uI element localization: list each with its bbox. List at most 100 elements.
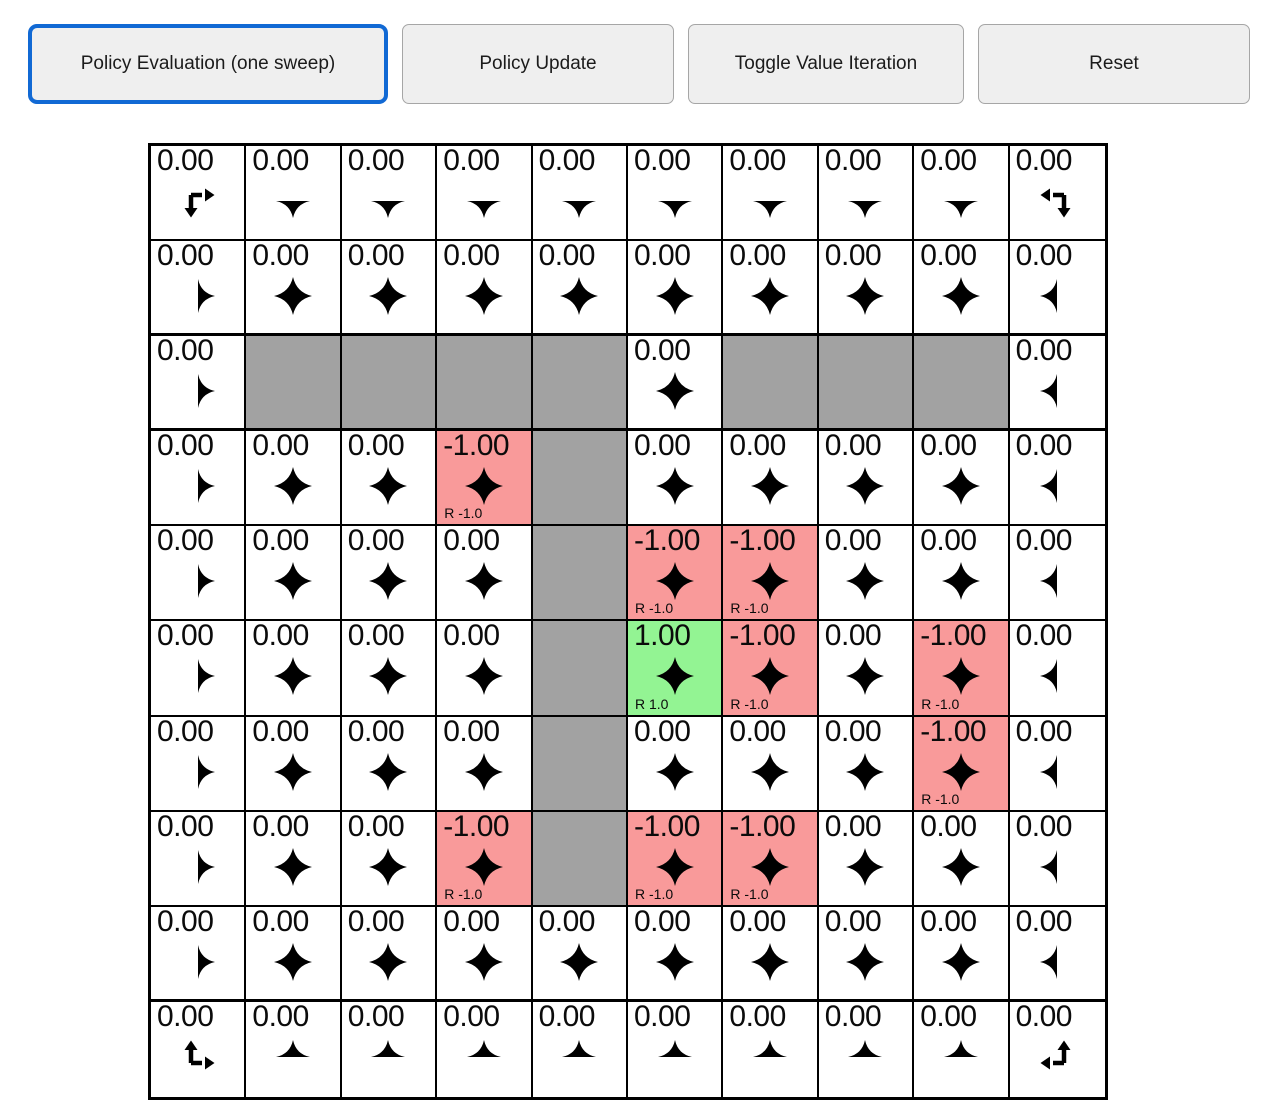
grid-cell-r7-c9[interactable]: 0.00 bbox=[1009, 811, 1105, 907]
button-policy-evaluation-one-sweep[interactable]: Policy Evaluation (one sweep) bbox=[28, 24, 388, 104]
grid-cell-r8-c5[interactable]: 0.00 bbox=[628, 906, 724, 1002]
grid-cell-r8-c3[interactable]: 0.00 bbox=[437, 906, 533, 1002]
grid-cell-r3-c1[interactable]: 0.00 bbox=[246, 431, 342, 527]
grid-cell-r2-c0[interactable]: 0.00 bbox=[151, 336, 247, 432]
grid-cell-r6-c6[interactable]: 0.00 bbox=[723, 716, 819, 812]
grid-cell-r5-c0[interactable]: 0.00 bbox=[151, 621, 247, 717]
grid-cell-r0-c1[interactable]: 0.00 bbox=[246, 146, 342, 242]
grid-cell-r1-c4[interactable]: 0.00 bbox=[532, 241, 628, 337]
grid-cell-r1-c7[interactable]: 0.00 bbox=[818, 241, 915, 337]
grid-cell-r9-c5[interactable]: 0.00 bbox=[628, 1001, 724, 1097]
grid-cell-r3-c5[interactable]: 0.00 bbox=[628, 431, 724, 527]
grid-cell-r0-c3[interactable]: 0.00 bbox=[437, 146, 533, 242]
grid-cell-r3-c6[interactable]: 0.00 bbox=[723, 431, 819, 527]
cell-value: 0.00 bbox=[252, 146, 309, 177]
grid-cell-r0-c5[interactable]: 0.00 bbox=[628, 146, 724, 242]
grid-cell-r8-c2[interactable]: 0.00 bbox=[341, 906, 438, 1002]
grid-cell-r3-c8[interactable]: 0.00 bbox=[914, 431, 1010, 527]
grid-cell-r7-c6[interactable]: -1.00 R -1.0 bbox=[723, 811, 819, 907]
grid-cell-r0-c4[interactable]: 0.00 bbox=[532, 146, 628, 242]
grid-cell-r4-c6[interactable]: -1.00 R -1.0 bbox=[723, 526, 819, 622]
cell-value: -1.00 bbox=[634, 526, 700, 558]
policy-arrow-icon bbox=[628, 939, 721, 985]
grid-cell-r6-c8[interactable]: -1.00 R -1.0 bbox=[914, 716, 1010, 812]
grid-cell-r8-c8[interactable]: 0.00 bbox=[914, 906, 1010, 1002]
grid-cell-r0-c0[interactable]: 0.00 bbox=[151, 146, 247, 242]
grid-cell-r6-c3[interactable]: 0.00 bbox=[437, 716, 533, 812]
grid-cell-r7-c5[interactable]: -1.00 R -1.0 bbox=[628, 811, 724, 907]
cell-value: 0.00 bbox=[252, 241, 309, 273]
cell-value: 0.00 bbox=[1015, 716, 1073, 748]
policy-arrow-icon bbox=[246, 749, 339, 795]
grid-cell-r6-c7[interactable]: 0.00 bbox=[818, 716, 915, 812]
grid-cell-r5-c2[interactable]: 0.00 bbox=[341, 621, 438, 717]
grid-cell-r7-c1[interactable]: 0.00 bbox=[246, 811, 342, 907]
grid-cell-r1-c6[interactable]: 0.00 bbox=[723, 241, 819, 337]
button-policy-update[interactable]: Policy Update bbox=[402, 24, 674, 104]
grid-cell-r3-c3[interactable]: -1.00 R -1.0 bbox=[437, 431, 533, 527]
grid-cell-r4-c2[interactable]: 0.00 bbox=[341, 526, 438, 622]
grid-cell-r1-c2[interactable]: 0.00 bbox=[341, 241, 438, 337]
grid-cell-r0-c2[interactable]: 0.00 bbox=[341, 146, 438, 242]
grid-cell-r0-c8[interactable]: 0.00 bbox=[914, 146, 1010, 242]
grid-cell-r8-c6[interactable]: 0.00 bbox=[723, 906, 819, 1002]
grid-cell-r6-c5[interactable]: 0.00 bbox=[628, 716, 724, 812]
grid-cell-r7-c3[interactable]: -1.00 R -1.0 bbox=[437, 811, 533, 907]
grid-cell-r8-c1[interactable]: 0.00 bbox=[246, 906, 342, 1002]
grid-cell-r9-c4[interactable]: 0.00 bbox=[532, 1001, 628, 1097]
grid-cell-r7-c8[interactable]: 0.00 bbox=[914, 811, 1010, 907]
grid-cell-r7-c0[interactable]: 0.00 bbox=[151, 811, 247, 907]
grid-cell-r4-c5[interactable]: -1.00 R -1.0 bbox=[628, 526, 724, 622]
grid-cell-r5-c7[interactable]: 0.00 bbox=[818, 621, 915, 717]
grid-cell-r5-c1[interactable]: 0.00 bbox=[246, 621, 342, 717]
grid-cell-r2-c9[interactable]: 0.00 bbox=[1009, 336, 1105, 432]
grid-cell-r1-c0[interactable]: 0.00 bbox=[151, 241, 247, 337]
grid-cell-r3-c7[interactable]: 0.00 bbox=[818, 431, 915, 527]
grid-cell-r1-c1[interactable]: 0.00 bbox=[246, 241, 342, 337]
grid-cell-r9-c0[interactable]: 0.00 bbox=[151, 1001, 247, 1097]
policy-arrow-icon bbox=[628, 749, 721, 795]
grid-cell-r9-c9[interactable]: 0.00 bbox=[1009, 1001, 1105, 1097]
grid-cell-r5-c3[interactable]: 0.00 bbox=[437, 621, 533, 717]
grid-cell-r3-c2[interactable]: 0.00 bbox=[341, 431, 438, 527]
grid-cell-r8-c4[interactable]: 0.00 bbox=[532, 906, 628, 1002]
grid-cell-r1-c5[interactable]: 0.00 bbox=[628, 241, 724, 337]
grid-cell-r4-c1[interactable]: 0.00 bbox=[246, 526, 342, 622]
grid-cell-r0-c7[interactable]: 0.00 bbox=[818, 146, 915, 242]
grid-cell-r4-c7[interactable]: 0.00 bbox=[818, 526, 915, 622]
grid-cell-r3-c0[interactable]: 0.00 bbox=[151, 431, 247, 527]
gridworld-cells: 0.00 0.00 0.00 0.00 0.00 0.00 0.00 0.00 0.00 0.00… bbox=[151, 146, 1105, 1097]
grid-cell-r6-c1[interactable]: 0.00 bbox=[246, 716, 342, 812]
grid-cell-r1-c9[interactable]: 0.00 bbox=[1009, 241, 1105, 337]
grid-cell-r4-c0[interactable]: 0.00 bbox=[151, 526, 247, 622]
grid-cell-r1-c8[interactable]: 0.00 bbox=[914, 241, 1010, 337]
grid-cell-r9-c7[interactable]: 0.00 bbox=[818, 1001, 915, 1097]
grid-cell-r9-c1[interactable]: 0.00 bbox=[246, 1001, 342, 1097]
grid-cell-r1-c3[interactable]: 0.00 bbox=[437, 241, 533, 337]
grid-cell-r4-c3[interactable]: 0.00 bbox=[437, 526, 533, 622]
grid-cell-r6-c0[interactable]: 0.00 bbox=[151, 716, 247, 812]
grid-cell-r7-c7[interactable]: 0.00 bbox=[818, 811, 915, 907]
grid-cell-r9-c3[interactable]: 0.00 bbox=[437, 1001, 533, 1097]
grid-cell-r8-c7[interactable]: 0.00 bbox=[818, 906, 915, 1002]
grid-cell-r4-c8[interactable]: 0.00 bbox=[914, 526, 1010, 622]
grid-cell-r0-c6[interactable]: 0.00 bbox=[723, 146, 819, 242]
button-reset[interactable]: Reset bbox=[978, 24, 1250, 104]
grid-cell-r7-c2[interactable]: 0.00 bbox=[341, 811, 438, 907]
grid-cell-r2-c5[interactable]: 0.00 bbox=[628, 336, 724, 432]
grid-cell-r6-c2[interactable]: 0.00 bbox=[341, 716, 438, 812]
grid-cell-r5-c9[interactable]: 0.00 bbox=[1009, 621, 1105, 717]
grid-cell-r5-c5[interactable]: 1.00 R 1.0 bbox=[628, 621, 724, 717]
grid-cell-r9-c2[interactable]: 0.00 bbox=[341, 1001, 438, 1097]
grid-cell-r6-c9[interactable]: 0.00 bbox=[1009, 716, 1105, 812]
grid-cell-r8-c0[interactable]: 0.00 bbox=[151, 906, 247, 1002]
grid-cell-r9-c6[interactable]: 0.00 bbox=[723, 1001, 819, 1097]
grid-cell-r5-c6[interactable]: -1.00 R -1.0 bbox=[723, 621, 819, 717]
grid-cell-r5-c8[interactable]: -1.00 R -1.0 bbox=[914, 621, 1010, 717]
grid-cell-r0-c9[interactable]: 0.00 bbox=[1009, 146, 1105, 242]
button-toggle-value-iteration[interactable]: Toggle Value Iteration bbox=[688, 24, 964, 104]
grid-cell-r4-c9[interactable]: 0.00 bbox=[1009, 526, 1105, 622]
grid-cell-r9-c8[interactable]: 0.00 bbox=[914, 1001, 1010, 1097]
grid-cell-r3-c9[interactable]: 0.00 bbox=[1009, 431, 1105, 527]
grid-cell-r8-c9[interactable]: 0.00 bbox=[1009, 906, 1105, 1002]
